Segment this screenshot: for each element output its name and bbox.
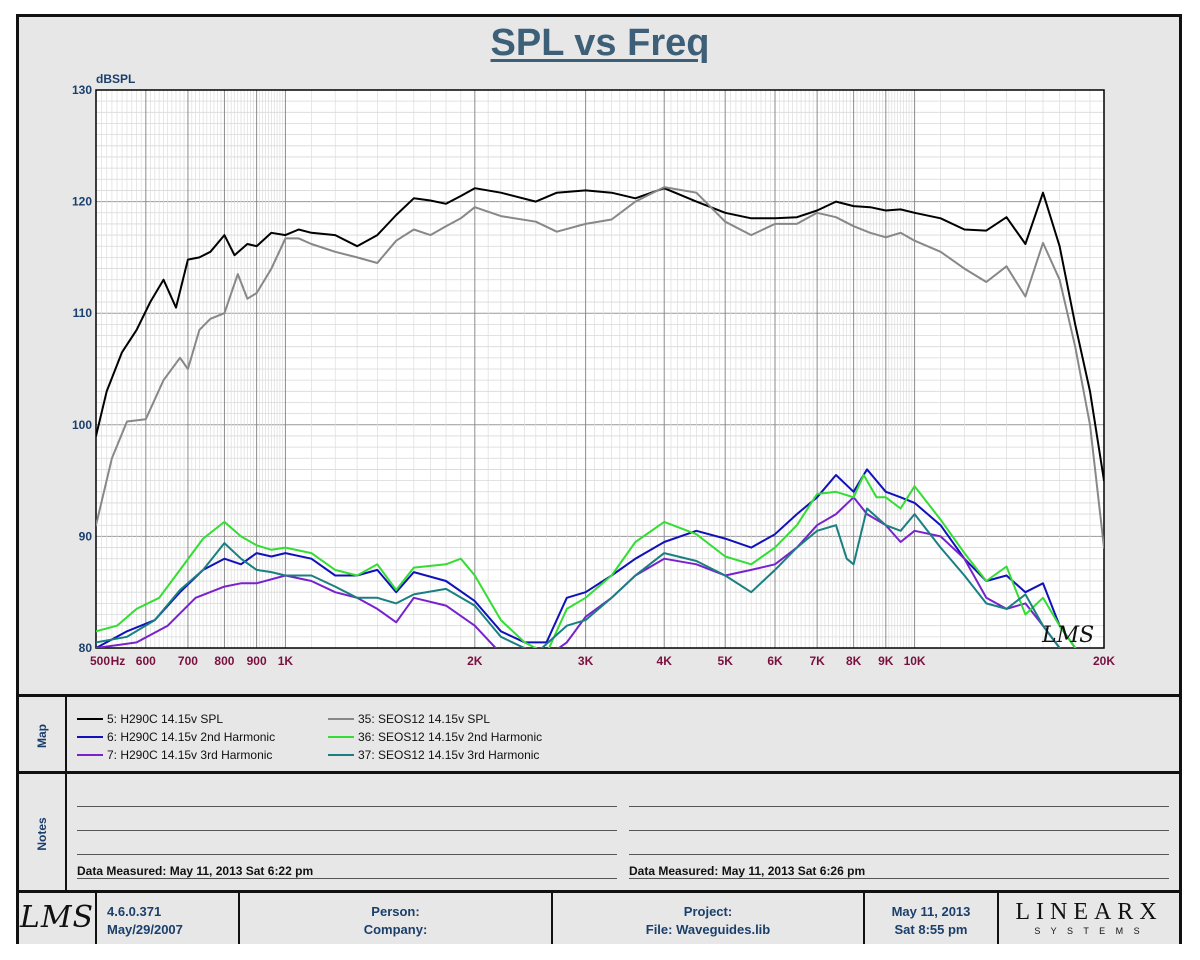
legend-swatch [328, 753, 354, 756]
report-date: May 11, 2013 [891, 904, 971, 919]
x-tick-label: 9K [878, 654, 894, 668]
plot-grid [96, 90, 1104, 648]
series-line-4 [96, 186, 1104, 549]
note-line [77, 854, 617, 855]
legend-swatch [328, 735, 354, 738]
plot-border [95, 89, 1105, 649]
project-label: Project: [683, 904, 733, 919]
x-tick-label: 7K [809, 654, 825, 668]
note-line [629, 878, 1169, 879]
legend-swatch [77, 753, 103, 756]
footer-person-cell: Person: Company: [240, 893, 553, 944]
report-time: Sat 8:55 pm [894, 922, 968, 937]
legend-item: 36: SEOS12 14.15v 2nd Harmonic [328, 730, 542, 746]
notes-label: Notes [35, 816, 49, 851]
note-line [629, 854, 1169, 855]
footer-logo-cell: LMS [19, 893, 97, 944]
map-label: Map [35, 723, 49, 748]
footer-brand-cell: LINEARX S Y S T E M S [999, 893, 1179, 944]
x-tick-label: 20K [1093, 654, 1115, 668]
x-tick-label: 2K [467, 654, 483, 668]
x-tick-label: 8K [846, 654, 862, 668]
x-tick-label: 6K [767, 654, 783, 668]
footer-version-cell: 4.6.0.371 May/29/2007 [97, 893, 240, 944]
chart-title: SPL vs Freq [490, 22, 710, 64]
x-tick-label: 700 [178, 654, 198, 668]
x-tick-label: 10K [904, 654, 926, 668]
y-tick-label: 110 [73, 306, 93, 320]
legend-text: 37: SEOS12 14.15v 3rd Harmonic [358, 748, 540, 762]
notes-label-box: Notes [19, 774, 67, 893]
map-label-box: Map [19, 697, 67, 774]
spl-chart: 80 90 100 110 120 130 500 Hz 600 700 800 900 1K 2K 3K… [72, 72, 1115, 668]
x-tick-label: 600 [136, 654, 156, 668]
y-tick-label: 100 [72, 418, 92, 432]
company-label: Company: [363, 922, 428, 937]
note-line [77, 878, 617, 879]
measured-left: Data Measured: May 11, 2013 Sat 6:22 pm [77, 864, 314, 878]
legend-item: 6: H290C 14.15v 2nd Harmonic [77, 730, 275, 746]
x-tick-label: 900 [247, 654, 267, 668]
footer-date-cell: May 11, 2013 Sat 8:55 pm [865, 893, 999, 944]
series-line-6 [96, 507, 1061, 648]
x-tick-label: 3K [578, 654, 594, 668]
note-line [77, 806, 617, 807]
legend-text: 7: H290C 14.15v 3rd Harmonic [107, 748, 273, 762]
legend-swatch [77, 735, 103, 738]
brand-sub: S Y S T E M S [1034, 926, 1144, 936]
note-line [629, 830, 1169, 831]
x-tick-label: 4K [657, 654, 673, 668]
series-line-5 [96, 474, 1077, 648]
x-tick-labels: 500 Hz 600 700 800 900 1K 2K 3K 4K 5K 6K 7K 8K 9K 10K 20… [90, 654, 1115, 668]
footer-section: LMS 4.6.0.371 May/29/2007 Person: Compan… [19, 890, 1179, 944]
project-file: File: Waveguides.lib [645, 922, 771, 937]
person-label: Person: [371, 904, 420, 919]
legend-text: 36: SEOS12 14.15v 2nd Harmonic [358, 730, 543, 744]
legend-text: 6: H290C 14.15v 2nd Harmonic [107, 730, 276, 744]
lms-watermark: LMS [1041, 623, 1094, 648]
version-date: May/29/2007 [107, 922, 183, 937]
y-tick-labels: 80 90 100 110 120 130 [72, 83, 92, 655]
legend-item: 35: SEOS12 14.15v SPL [328, 712, 490, 728]
legend-item: 37: SEOS12 14.15v 3rd Harmonic [328, 748, 539, 764]
map-section: Map 5: H290C 14.15v SPL 6: H290C 14.15v … [19, 694, 1179, 774]
series-line-2 [96, 468, 1077, 648]
legend-swatch [77, 717, 103, 720]
y-tick-label: 120 [72, 195, 92, 209]
series-lines [96, 186, 1104, 648]
legend-text: 35: SEOS12 14.15v SPL [358, 712, 491, 726]
x-tick-label: 5K [718, 654, 734, 668]
y-axis-label: dBSPL [96, 72, 135, 86]
legend-swatch [328, 717, 354, 720]
legend-item: 7: H290C 14.15v 3rd Harmonic [77, 748, 272, 764]
x-tick-label: 500 [90, 654, 110, 668]
y-tick-label: 130 [72, 83, 92, 97]
y-tick-label: 80 [79, 641, 93, 655]
series-line-1 [96, 187, 1104, 482]
note-line [629, 806, 1169, 807]
lms-logo: LMS [19, 900, 95, 935]
brand-logo: LINEARX [1015, 899, 1163, 925]
version: 4.6.0.371 [107, 904, 162, 919]
x-tick-label: Hz [111, 654, 126, 668]
x-tick-label: 800 [214, 654, 234, 668]
legend-item: 5: H290C 14.15v SPL [77, 712, 223, 728]
note-line [77, 830, 617, 831]
y-tick-label: 90 [79, 529, 93, 543]
legend-text: 5: H290C 14.15v SPL [107, 712, 224, 726]
footer-project-cell: Project: File: Waveguides.lib [553, 893, 865, 944]
notes-section: Notes Data Measured: May 11, 2013 Sat 6:… [19, 771, 1179, 893]
measured-right: Data Measured: May 11, 2013 Sat 6:26 pm [629, 864, 866, 878]
x-tick-label: 1K [278, 654, 294, 668]
